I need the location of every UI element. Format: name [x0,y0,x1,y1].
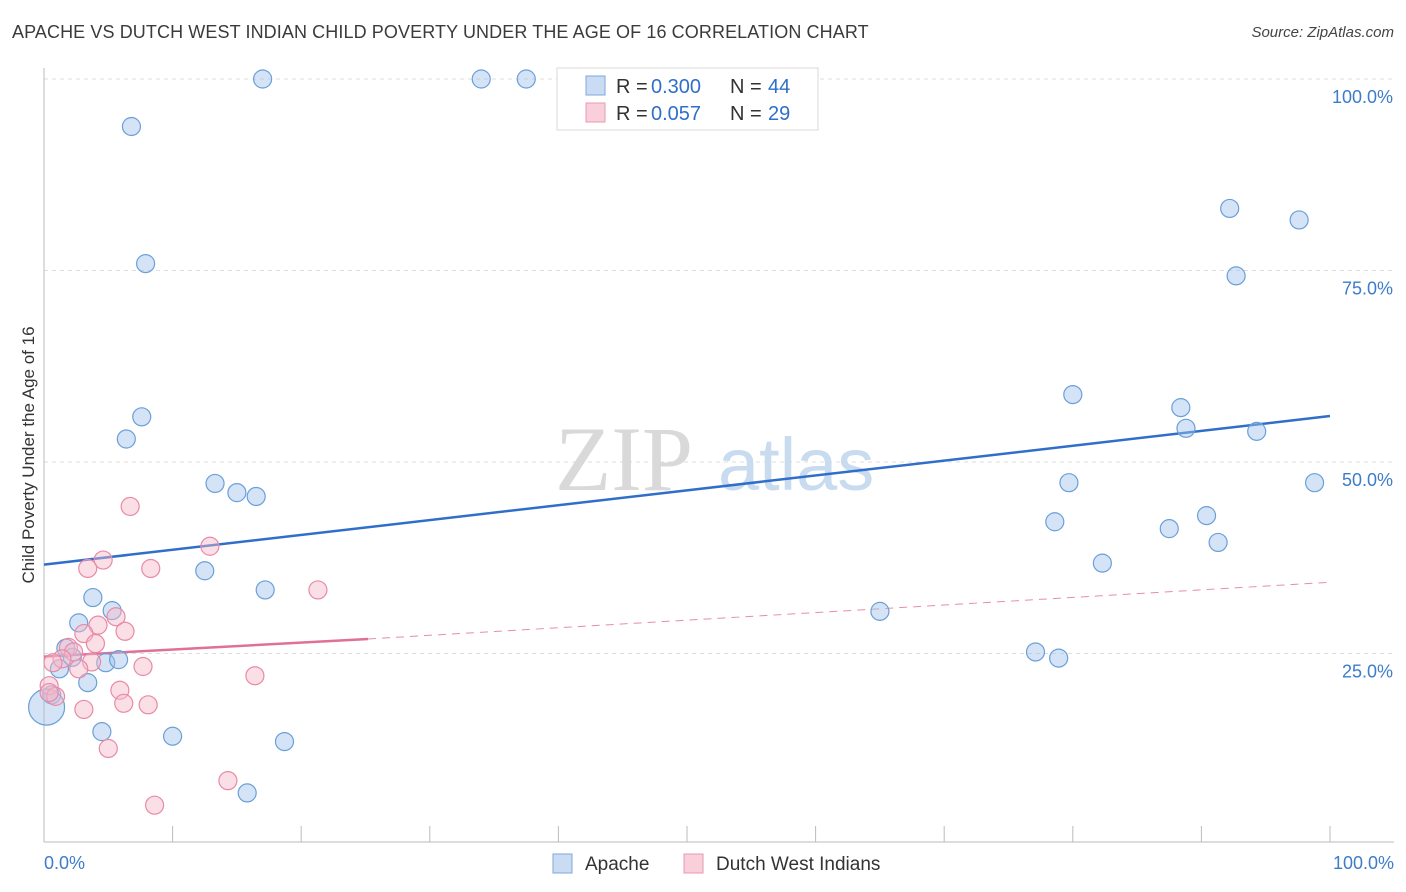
point-dutch-27 [144,795,165,815]
point-apache-23 [92,722,112,742]
point-dutch-2 [93,550,113,570]
point-apache-0 [253,69,273,89]
point-dutch-0 [120,496,140,517]
point-apache-2 [516,69,536,89]
stats-r-value-2: 0.057 [651,103,701,125]
legend-swatch-dutch [683,853,704,874]
point-apache-43 [1049,648,1069,668]
point-dutch-26 [218,771,238,791]
point-apache-24 [163,726,183,746]
point-dutch-28 [39,682,59,703]
chart-title: APACHE VS DUTCH WEST INDIAN CHILD POVERT… [12,22,869,42]
point-apache-6 [116,429,136,449]
grid-layer [44,78,1394,654]
point-apache-5 [132,407,152,427]
trend-line-1 [43,637,369,658]
point-dutch-8 [115,621,135,641]
stats-swatch-dutch [585,102,606,123]
point-apache-29 [1059,473,1079,493]
point-dutch-4 [78,558,98,579]
point-apache-14 [69,613,89,633]
point-apache-40 [1289,210,1309,230]
legend-swatch-apache [552,853,573,874]
stats-legend: R = 0.300 N = 44 R = 0.057 N = 29 [556,67,819,131]
point-dutch-14 [43,653,63,673]
y-axis-title: Child Poverty Under the Age of 16 [19,326,38,583]
stats-r-label-1: R = [616,76,648,98]
series-legend: Apache Dutch West Indians [552,853,880,875]
point-apache-33 [1171,398,1191,418]
point-apache-26 [237,783,257,803]
trend-line-ext-1 [368,581,1331,640]
y-tick-label-2: 75.0% [1342,279,1393,299]
y-tick-label-0: 25.0% [1342,662,1393,682]
point-apache-20 [78,673,98,693]
point-apache-17 [108,650,129,670]
source-label: Source: ZipAtlas.com [1251,24,1394,41]
y-tick-label-1: 50.0% [1342,470,1393,490]
point-apache-25 [274,731,295,752]
point-dutch-1 [200,536,220,556]
point-dutch-23 [138,695,158,715]
point-dutch-24 [74,699,94,720]
point-apache-30 [1045,512,1065,532]
point-apache-42 [1025,642,1046,662]
point-apache-39 [1226,266,1246,286]
point-apache-11 [255,580,275,600]
point-dutch-22 [114,693,134,713]
point-dutch-19 [39,676,59,696]
point-apache-38 [1220,198,1240,219]
legend-label-dutch: Dutch West Indians [716,854,880,875]
point-apache-10 [195,561,215,581]
point-apache-12 [83,587,103,608]
point-dutch-10 [85,633,106,654]
point-apache-7 [205,473,225,494]
point-apache-41 [1304,473,1325,493]
point-dutch-25 [98,738,118,759]
stats-n-value-1: 44 [768,76,790,98]
x-tick-label-left: 0.0% [44,853,85,873]
watermark-atlas: atlas [718,423,874,506]
stats-n-value-2: 29 [768,103,790,125]
y-tick-label-3: 100.0% [1332,87,1393,107]
axes-layer: 25.0% 50.0% 75.0% 100.0% [43,68,1394,843]
point-dutch-17 [133,656,153,677]
point-apache-27 [870,601,890,621]
watermark-zip: ZIP [555,408,693,510]
trend-layer [43,414,1331,658]
point-dutch-5 [308,580,328,600]
point-apache-1 [471,69,491,89]
point-apache-31 [1092,553,1112,573]
point-dutch-16 [69,659,89,679]
point-apache-35 [1196,506,1217,526]
point-apache-32 [1159,519,1179,539]
stats-swatch-apache [585,75,606,96]
x-tick-label-right: 100.0% [1333,853,1394,873]
point-apache-4 [135,254,156,274]
points-layer [27,69,1325,815]
stats-n-label-2: N = [730,103,762,125]
point-apache-36 [1208,532,1228,553]
stats-n-label-1: N = [730,76,762,98]
point-dutch-18 [245,666,265,686]
point-apache-9 [246,486,266,507]
point-apache-8 [227,483,247,503]
stats-r-label-2: R = [616,103,648,125]
point-dutch-7 [88,615,108,635]
trend-line-0 [43,414,1331,566]
point-apache-28 [1063,384,1083,405]
point-dutch-3 [141,558,161,579]
point-apache-34 [1176,418,1196,438]
legend-label-apache: Apache [585,854,649,875]
stats-r-value-1: 0.300 [651,76,701,98]
point-apache-37 [1247,421,1267,441]
point-apache-3 [121,116,142,137]
point-dutch-6 [106,607,126,627]
